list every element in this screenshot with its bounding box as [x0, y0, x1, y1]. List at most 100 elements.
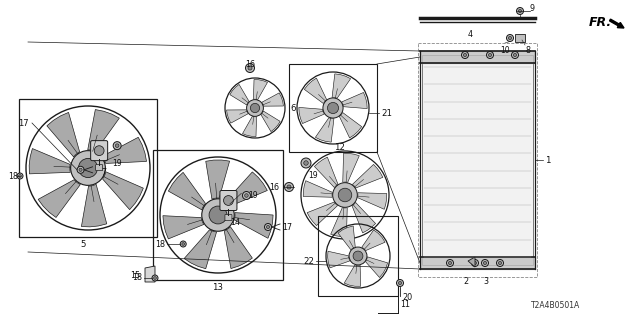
FancyBboxPatch shape: [95, 164, 102, 171]
Polygon shape: [316, 118, 334, 142]
Text: 18: 18: [8, 172, 18, 180]
Text: 19: 19: [248, 191, 258, 200]
Text: 18: 18: [132, 274, 142, 283]
Polygon shape: [38, 180, 81, 218]
Bar: [318, 216, 398, 296]
Text: 3: 3: [483, 277, 488, 286]
Text: T2A4B0501A: T2A4B0501A: [531, 301, 580, 310]
Text: 18: 18: [156, 239, 165, 249]
Text: 17: 17: [282, 222, 292, 231]
Text: 2: 2: [463, 277, 468, 286]
Circle shape: [246, 100, 264, 116]
Bar: [19, 99, 157, 237]
Circle shape: [246, 63, 255, 73]
Circle shape: [486, 52, 493, 59]
Circle shape: [223, 196, 234, 205]
Text: 15: 15: [130, 270, 140, 279]
Text: 1: 1: [545, 156, 550, 164]
Polygon shape: [331, 208, 348, 237]
Text: 11: 11: [400, 300, 410, 309]
Circle shape: [449, 261, 452, 265]
Text: 20: 20: [402, 293, 412, 302]
Polygon shape: [344, 265, 361, 286]
Polygon shape: [303, 181, 332, 197]
Circle shape: [463, 53, 467, 57]
Circle shape: [154, 277, 156, 279]
Circle shape: [328, 102, 339, 114]
Polygon shape: [314, 157, 338, 188]
Bar: [418, 43, 537, 277]
Circle shape: [266, 225, 269, 228]
Polygon shape: [253, 79, 268, 100]
Circle shape: [115, 144, 119, 148]
Text: 21: 21: [381, 108, 392, 117]
Circle shape: [474, 261, 477, 265]
Polygon shape: [338, 226, 355, 250]
Text: 17: 17: [18, 118, 29, 127]
Circle shape: [481, 260, 488, 267]
Polygon shape: [307, 202, 337, 226]
Polygon shape: [227, 110, 248, 123]
Text: 8: 8: [525, 46, 530, 55]
FancyArrow shape: [609, 19, 624, 28]
Circle shape: [250, 103, 260, 113]
Circle shape: [152, 275, 158, 281]
Circle shape: [497, 260, 504, 267]
Polygon shape: [102, 172, 143, 210]
Polygon shape: [339, 112, 362, 138]
Circle shape: [488, 53, 492, 57]
Circle shape: [338, 188, 352, 202]
Polygon shape: [102, 137, 147, 164]
FancyBboxPatch shape: [225, 214, 232, 220]
Circle shape: [483, 261, 486, 265]
Circle shape: [19, 175, 21, 177]
Circle shape: [182, 243, 184, 245]
Polygon shape: [365, 257, 388, 277]
Circle shape: [94, 146, 104, 156]
Text: 16: 16: [245, 60, 255, 69]
Text: 6: 6: [290, 103, 296, 113]
Polygon shape: [205, 160, 230, 199]
Circle shape: [508, 36, 511, 40]
Circle shape: [397, 279, 403, 286]
Circle shape: [301, 158, 311, 168]
Polygon shape: [468, 257, 475, 267]
Circle shape: [248, 66, 252, 70]
Circle shape: [243, 191, 250, 199]
Circle shape: [513, 53, 516, 57]
Circle shape: [447, 260, 454, 267]
Polygon shape: [304, 78, 326, 104]
Text: 16: 16: [269, 182, 279, 191]
Polygon shape: [243, 116, 257, 137]
Polygon shape: [184, 230, 216, 269]
Polygon shape: [168, 172, 205, 210]
Bar: [515, 34, 525, 42]
Polygon shape: [362, 230, 385, 251]
Text: 14: 14: [230, 218, 241, 227]
Polygon shape: [342, 92, 367, 108]
Polygon shape: [261, 111, 280, 132]
Text: 10: 10: [500, 46, 510, 55]
Circle shape: [202, 199, 234, 231]
Bar: [289, 64, 377, 152]
Circle shape: [287, 185, 291, 189]
Polygon shape: [332, 74, 351, 98]
Text: 4: 4: [467, 30, 472, 39]
Text: 5: 5: [80, 240, 86, 249]
Text: FR.: FR.: [588, 15, 612, 28]
Polygon shape: [358, 193, 387, 209]
Circle shape: [17, 173, 23, 179]
Text: 12: 12: [335, 143, 346, 152]
Polygon shape: [29, 148, 70, 174]
Circle shape: [399, 281, 401, 284]
Circle shape: [113, 142, 121, 150]
Polygon shape: [145, 266, 155, 282]
FancyBboxPatch shape: [220, 190, 237, 211]
Bar: [153, 150, 283, 280]
Circle shape: [349, 247, 367, 265]
Circle shape: [511, 52, 518, 59]
Circle shape: [304, 161, 308, 165]
Circle shape: [323, 98, 343, 118]
Polygon shape: [262, 93, 284, 106]
Circle shape: [506, 35, 513, 42]
